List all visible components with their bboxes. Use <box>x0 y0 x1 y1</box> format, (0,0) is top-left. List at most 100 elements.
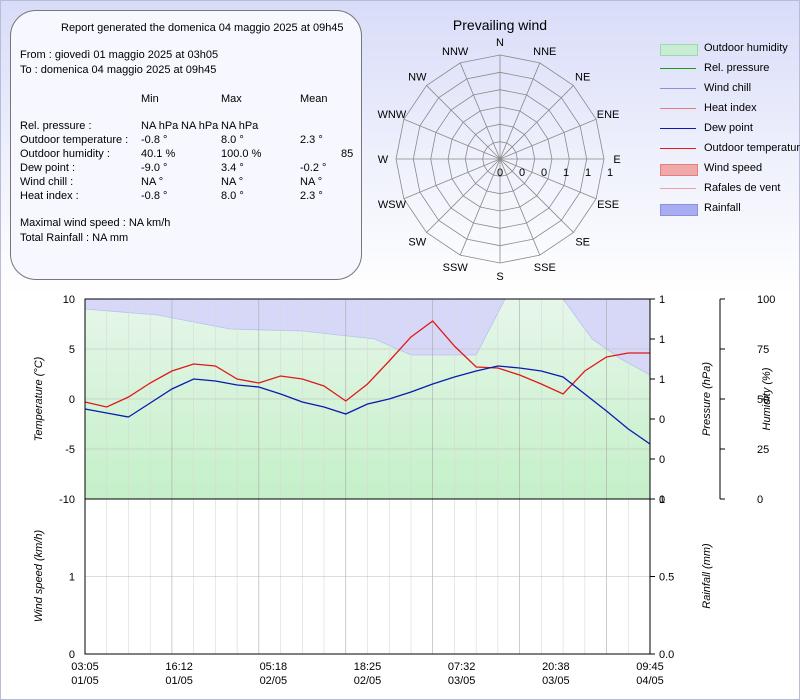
report-panel: Report generated the domenica 04 maggio … <box>10 10 362 280</box>
legend-item: Rainfall <box>660 202 800 216</box>
max-wind-text: Maximal wind speed : NA km/h <box>20 217 171 229</box>
x-tick-date: 04/05 <box>636 675 664 687</box>
humidity-tick-label: 0 <box>757 494 763 506</box>
report-row-max: 8.0 ° <box>221 190 244 202</box>
temp-axis-label: Temperature (°C) <box>33 356 45 441</box>
humidity-tick-label: 25 <box>757 444 769 456</box>
report-row-mean: 85 <box>341 148 354 160</box>
report-row-max: 8.0 ° <box>221 134 244 146</box>
legend-swatch-box <box>660 164 698 176</box>
x-tick-date: 01/05 <box>165 675 193 687</box>
wind-tick-label: 0 <box>69 649 75 661</box>
report-row-max: NA ° <box>221 176 244 188</box>
legend-swatch-line <box>660 128 696 129</box>
wind-tick-label: 1 <box>69 572 75 584</box>
legend-swatch-line <box>660 88 696 89</box>
legend-item: Wind speed <box>660 162 800 176</box>
x-tick-time: 05:18 <box>260 661 288 673</box>
report-row-max: 100.0 % <box>221 148 262 160</box>
legend-item: Outdoor temperature <box>660 142 800 156</box>
legend-item: Rel. pressure <box>660 62 800 76</box>
legend-label: Rafales de vent <box>704 182 781 194</box>
legend-item: Wind chill <box>660 82 800 96</box>
rain-tick-label: 1 <box>659 494 665 506</box>
legend-label: Outdoor humidity <box>704 42 788 54</box>
report-row-min: NA ° <box>141 176 164 188</box>
x-tick-time: 18:25 <box>354 661 382 673</box>
report-row-min: -0.8 ° <box>141 190 168 202</box>
report-row-label: Outdoor temperature : <box>20 134 129 146</box>
legend-swatch-line <box>660 108 696 109</box>
report-row-label: Dew point : <box>20 162 76 174</box>
wind-rose-title: Prevailing wind <box>452 17 548 33</box>
temp-tick-label: -10 <box>59 494 75 506</box>
temp-tick-label: 10 <box>63 294 75 306</box>
humidity-axis-label: Humidity (%) <box>761 367 773 430</box>
x-tick-time: 03:05 <box>71 661 99 673</box>
report-from: From : giovedì 01 maggio 2025 at 03h05 <box>20 49 219 61</box>
report-row-mean: 2.3 ° <box>300 190 323 202</box>
col-min-header: Min <box>141 93 159 105</box>
col-max-header: Max <box>221 93 242 105</box>
report-row-label: Rel. pressure : <box>20 120 92 132</box>
col-mean-header: Mean <box>300 93 328 105</box>
rain-tick-label: 0.5 <box>659 572 674 584</box>
legend-label: Heat index <box>704 102 757 114</box>
total-rainfall-text: Total Rainfall : NA mm <box>20 232 129 244</box>
legend-item: Dew point <box>660 122 800 136</box>
legend-swatch-line <box>660 148 696 149</box>
temp-tick-label: 0 <box>69 394 75 406</box>
report-row-min: NA hPa <box>141 120 179 132</box>
report-row-min: -9.0 ° <box>141 162 168 174</box>
x-tick-time: 09:45 <box>636 661 664 673</box>
legend-label: Rel. pressure <box>704 62 770 74</box>
report-row-mean: NA ° <box>300 176 323 188</box>
report-row-max: 3.4 ° <box>221 162 244 174</box>
pressure-tick-label: 0 <box>659 494 665 506</box>
report-row-max: NA hPa <box>181 120 219 132</box>
report-row-label: Wind chill : <box>20 176 74 188</box>
x-tick-date: 03/05 <box>448 675 476 687</box>
legend-label: Rainfall <box>704 202 741 214</box>
legend-item: Outdoor humidity <box>660 42 800 56</box>
x-tick-date: 02/05 <box>354 675 382 687</box>
legend-item: Rafales de vent <box>660 182 800 196</box>
legend-label: Wind chill <box>704 82 752 94</box>
legend-swatch-box <box>660 204 698 216</box>
pressure-tick-label: 1 <box>659 374 665 386</box>
legend-label: Dew point <box>704 122 753 134</box>
humidity-tick-label: 75 <box>757 344 769 356</box>
rain-tick-label: 0.0 <box>659 649 674 661</box>
temp-tick-label: -5 <box>65 444 75 456</box>
temp-tick-label: 5 <box>69 344 75 356</box>
humidity-tick-label: 50 <box>757 394 769 406</box>
report-row-min: -0.8 ° <box>141 134 168 146</box>
report-to: To : domenica 04 maggio 2025 at 09h45 <box>20 64 217 76</box>
legend-swatch-line <box>660 188 696 189</box>
pressure-tick-label: 0 <box>659 414 665 426</box>
rain-axis-label: Rainfall (mm) <box>701 543 713 609</box>
wind-axis-label: Wind speed (km/h) <box>33 530 45 623</box>
pressure-axis-label: Pressure (hPa) <box>701 362 713 436</box>
legend-swatch-line <box>660 68 696 69</box>
x-tick-time: 07:32 <box>448 661 476 673</box>
x-tick-date: 03/05 <box>542 675 570 687</box>
report-header: Report generated the domenica 04 maggio … <box>61 22 344 34</box>
report-row-label: Heat index : <box>20 190 79 202</box>
report-row-label: Outdoor humidity : <box>20 148 110 160</box>
plot-border <box>84 298 651 655</box>
x-tick-time: 16:12 <box>165 661 193 673</box>
dewpoint-line <box>84 365 651 445</box>
humidity-tick-label: 100 <box>757 294 775 306</box>
legend-label: Wind speed <box>704 162 763 174</box>
pressure-tick-label: 0 <box>659 454 665 466</box>
report-row-min: 40.1 % <box>141 148 176 160</box>
report-row-mean: NA hPa <box>221 120 259 132</box>
x-tick-date: 02/05 <box>260 675 288 687</box>
legend-label: Outdoor temperature <box>704 142 800 154</box>
report-row-mean: 2.3 ° <box>300 134 323 146</box>
report-row-mean: -0.2 ° <box>300 162 327 174</box>
legend-swatch-box <box>660 44 698 56</box>
legend-item: Heat index <box>660 102 800 116</box>
